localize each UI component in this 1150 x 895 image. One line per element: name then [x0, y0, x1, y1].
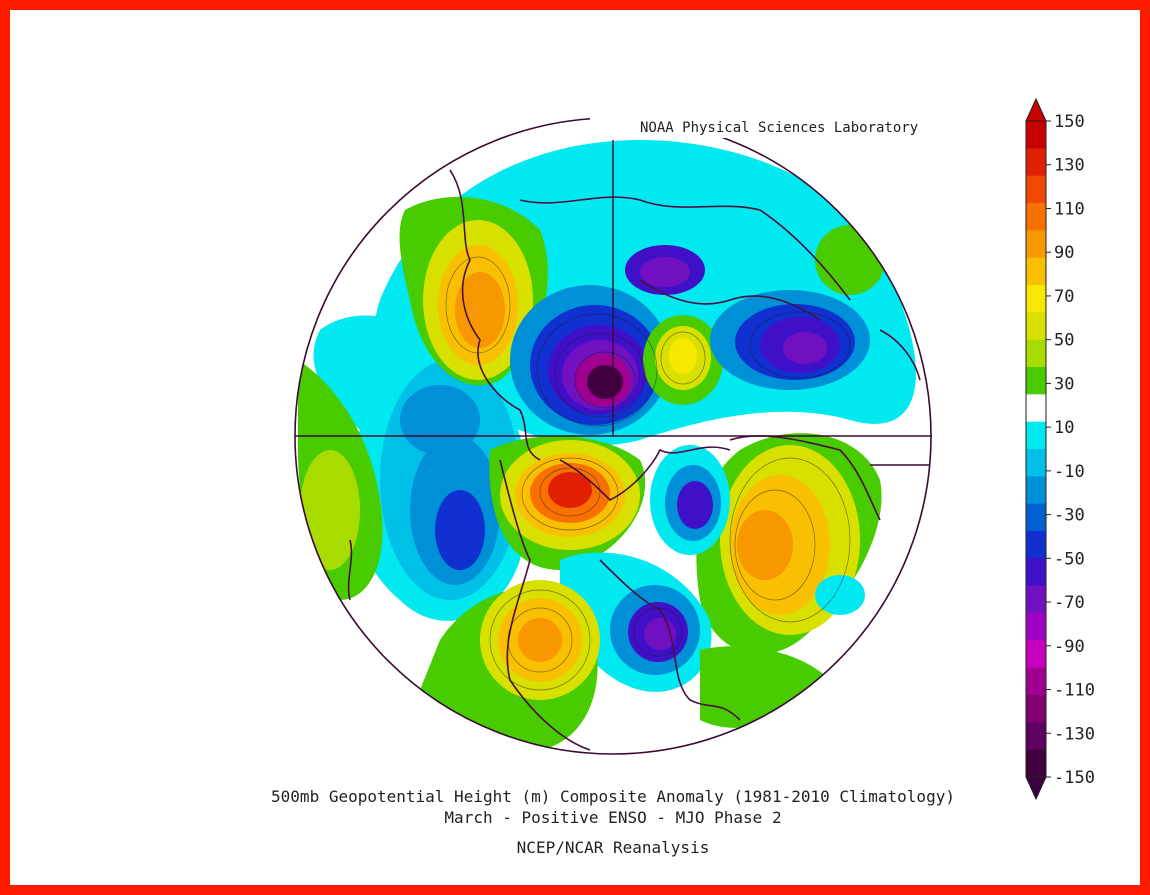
colorbar-segment [1026, 230, 1046, 259]
data-source: NCEP/NCAR Reanalysis [517, 838, 710, 857]
colorbar-segment [1026, 312, 1046, 341]
colorbar-label: 10 [1054, 418, 1074, 438]
colorbar-label: 50 [1054, 331, 1074, 351]
colorbar-segment [1026, 667, 1046, 696]
colorbar-label: 90 [1054, 243, 1074, 263]
colorbar: 150 130 110 90 70 50 30 10 -10 -30 -50 -70 -90 -110 -1… [1025, 97, 1095, 801]
colorbar-label: -10 [1054, 462, 1085, 482]
colorbar-segment [1026, 257, 1046, 286]
colorbar-label: -130 [1054, 724, 1095, 744]
colorbar-segment [1026, 722, 1046, 751]
colorbar-segment [1026, 394, 1046, 423]
colorbar-segment [1026, 476, 1046, 505]
colorbar-label: -70 [1054, 593, 1085, 613]
figure-subtitle: March - Positive ENSO - MJO Phase 2 [444, 808, 781, 827]
colorbar-segment [1026, 203, 1046, 231]
colorbar-label: 30 [1054, 374, 1074, 394]
figure-title: 500mb Geopotential Height (m) Composite … [271, 787, 955, 806]
colorbar-label: -30 [1054, 506, 1085, 526]
colorbar-label: -150 [1054, 768, 1095, 788]
colorbar-segment [1026, 749, 1046, 778]
anomaly-fields [297, 136, 916, 750]
colorbar-label: -90 [1054, 637, 1085, 657]
colorbar-top-arrow [1025, 97, 1047, 122]
credit-label: NOAA Physical Sciences Laboratory [640, 120, 918, 136]
colorbar-label: 70 [1054, 287, 1074, 307]
contour-lines [445, 256, 851, 691]
credit-backing [590, 116, 930, 138]
colorbar-segment [1026, 531, 1046, 559]
colorbar-segment [1026, 148, 1046, 177]
colorbar-segment [1026, 558, 1046, 587]
colorbar-segment [1026, 175, 1046, 204]
colorbar-bottom-arrow [1025, 776, 1047, 801]
colorbar-segment [1026, 285, 1046, 313]
colorbar-segment [1026, 503, 1046, 532]
colorbar-segment [1026, 613, 1046, 641]
colorbar-segment [1026, 367, 1046, 395]
colorbar-segment [1026, 449, 1046, 477]
colorbar-segment [1026, 585, 1046, 614]
polar-anomaly-map: NOAA Physical Sciences Laboratory [294, 116, 932, 755]
colorbar-label: 110 [1054, 199, 1085, 219]
colorbar-label: 130 [1054, 156, 1085, 176]
colorbar-segment [1026, 421, 1046, 450]
colorbar-segment [1026, 695, 1046, 723]
colorbar-label: 150 [1054, 112, 1085, 132]
colorbar-segment [1026, 121, 1046, 149]
coastlines [347, 169, 921, 751]
colorbar-segment [1026, 339, 1046, 368]
colorbar-label: -110 [1054, 681, 1095, 701]
colorbar-label: -50 [1054, 549, 1085, 569]
colorbar-segment [1026, 640, 1046, 669]
